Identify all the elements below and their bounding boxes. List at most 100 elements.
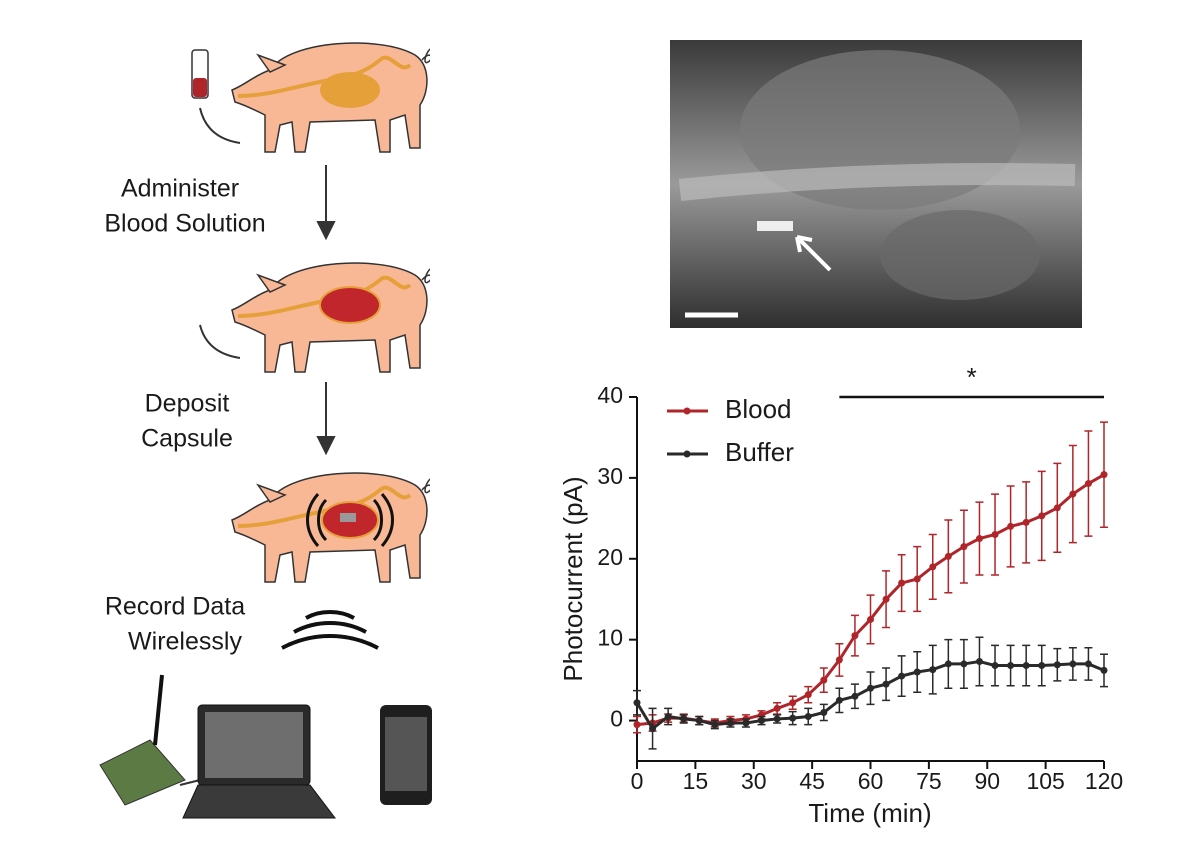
point xyxy=(991,662,999,670)
point xyxy=(1069,490,1077,498)
y-tick-label: 0 xyxy=(610,706,623,732)
point xyxy=(835,656,843,664)
point xyxy=(633,721,641,729)
y-axis-title: Photocurrent (pA) xyxy=(558,476,588,681)
legend-label: Blood xyxy=(725,394,792,424)
point xyxy=(898,579,906,587)
point xyxy=(882,680,890,688)
step-label: Administer xyxy=(121,175,239,203)
point xyxy=(804,691,812,699)
x-tick-label: 45 xyxy=(799,768,825,794)
point xyxy=(1053,504,1061,512)
xray-capsule xyxy=(757,221,793,231)
point xyxy=(913,668,921,676)
point xyxy=(867,615,874,623)
point xyxy=(944,660,952,668)
antenna xyxy=(153,674,164,746)
point xyxy=(789,714,797,722)
capsule xyxy=(340,513,356,522)
arrow xyxy=(199,324,241,359)
diagram: Administer Blood Solution Deposit Capsul… xyxy=(99,41,432,819)
xray-organ xyxy=(880,210,1040,300)
laptop-base xyxy=(182,784,337,819)
step-label: Record Data xyxy=(105,593,245,621)
point xyxy=(882,595,890,603)
point xyxy=(789,699,797,707)
x-tick-label: 75 xyxy=(916,768,942,794)
point xyxy=(1007,522,1015,530)
chart: Time (min) Photocurrent (pA) 0 10 20 30 40 0 1… xyxy=(558,362,1123,828)
point xyxy=(975,535,983,543)
board xyxy=(99,739,186,806)
point xyxy=(695,717,703,725)
cable xyxy=(179,779,201,786)
legend-label: Buffer xyxy=(725,437,794,467)
x-tick-label: 60 xyxy=(858,768,884,794)
point xyxy=(1100,471,1108,479)
point xyxy=(944,552,952,560)
phone-screen xyxy=(385,717,427,791)
point xyxy=(773,715,781,723)
xray-image xyxy=(670,40,1082,328)
x-tick-label: 0 xyxy=(631,768,644,794)
step-label: Blood Solution xyxy=(104,210,265,238)
point xyxy=(867,684,874,692)
point xyxy=(851,692,859,700)
point xyxy=(1084,480,1092,488)
point xyxy=(898,672,906,680)
point xyxy=(913,575,921,583)
point xyxy=(1038,662,1046,670)
point xyxy=(851,632,859,640)
point xyxy=(680,715,688,723)
x-tick-label: 105 xyxy=(1026,768,1064,794)
blood xyxy=(193,78,207,97)
point xyxy=(835,696,843,704)
point xyxy=(975,658,983,666)
point xyxy=(804,713,812,721)
arrow xyxy=(316,165,336,241)
step-label: Capsule xyxy=(141,425,233,453)
point xyxy=(960,660,968,668)
wireless-waves xyxy=(281,610,379,650)
point xyxy=(742,719,750,727)
point xyxy=(758,717,766,725)
point xyxy=(649,725,657,733)
point xyxy=(960,543,968,551)
xray-arrow xyxy=(795,235,832,272)
stomach xyxy=(319,286,381,324)
laptop-display xyxy=(205,712,303,778)
point xyxy=(1069,660,1077,668)
x-tick-label: 120 xyxy=(1085,768,1123,794)
point xyxy=(726,719,734,727)
y-tick-label: 20 xyxy=(597,544,623,570)
point xyxy=(1038,512,1046,520)
legend-marker xyxy=(683,407,691,415)
x-tick-label: 90 xyxy=(974,768,1000,794)
arrow xyxy=(316,382,336,456)
point xyxy=(1022,518,1030,526)
x-tick-label: 15 xyxy=(683,768,709,794)
arrow xyxy=(199,107,241,144)
significance-label: * xyxy=(967,362,977,392)
step-label: Wirelessly xyxy=(128,628,242,656)
xray-spine xyxy=(678,163,1076,201)
point xyxy=(820,708,828,716)
legend-marker xyxy=(683,450,691,458)
y-tick-label: 30 xyxy=(597,463,623,489)
point xyxy=(929,666,937,674)
point xyxy=(633,699,641,707)
point xyxy=(1084,660,1092,668)
point xyxy=(773,704,781,712)
point xyxy=(820,676,828,684)
y-tick-label: 10 xyxy=(597,625,623,651)
x-tick-label: 30 xyxy=(741,768,767,794)
x-axis-title: Time (min) xyxy=(808,798,931,828)
signal xyxy=(306,493,394,547)
point xyxy=(711,721,719,729)
stomach xyxy=(320,72,380,108)
point xyxy=(1053,661,1061,669)
y-tick-label: 40 xyxy=(597,382,623,408)
point xyxy=(664,713,672,721)
point xyxy=(1007,662,1015,670)
